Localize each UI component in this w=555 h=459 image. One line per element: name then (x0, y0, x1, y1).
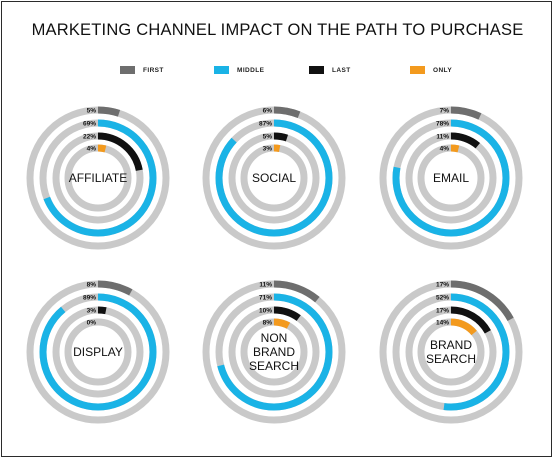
value-label-first: 11% (259, 282, 272, 289)
value-label-last: 3% (87, 308, 97, 315)
ring-arc-last (228, 132, 320, 224)
value-label-only: 4% (87, 146, 97, 153)
ring-arc-middle (215, 293, 333, 411)
ring-arc-only (240, 144, 308, 212)
value-label-last: 17% (436, 308, 449, 315)
ring-arc-only (240, 318, 308, 386)
ring-arc-last (52, 306, 144, 398)
ring-arc-first (379, 106, 523, 250)
channel-name: AFFILIATE (69, 171, 127, 185)
value-label-middle: 89% (83, 295, 96, 302)
value-label-first: 8% (87, 282, 97, 289)
value-label-only: 14% (436, 320, 449, 327)
ring-arc-middle (39, 119, 157, 237)
value-label-last: 10% (259, 308, 272, 315)
radial-chart-non-brand-search: 11% 71% 10% 8% NON BRAND SEARCH (202, 280, 346, 424)
chart-title: MARKETING CHANNEL IMPACT ON THE PATH TO … (31, 21, 524, 39)
channel-name: SOCIAL (252, 171, 296, 185)
radial-chart-email: 7% 78% 11% 4% EMAIL (379, 106, 523, 250)
ring-track-only (64, 318, 132, 386)
ring-arc-first (379, 280, 523, 424)
value-label-middle: 52% (436, 295, 449, 302)
value-label-middle: 69% (83, 121, 96, 128)
value-label-middle: 87% (259, 121, 272, 128)
ring-arc-last (228, 306, 320, 398)
channel-name: EMAIL (433, 171, 469, 185)
ring-arc-middle (39, 293, 157, 411)
value-label-only: 0% (87, 320, 97, 327)
value-label-last: 22% (83, 134, 96, 141)
value-label-only: 4% (440, 146, 450, 153)
value-label-first: 7% (440, 108, 450, 115)
value-label-middle: 78% (436, 121, 449, 128)
value-label-middle: 71% (259, 295, 272, 302)
ring-arc-only (417, 144, 485, 212)
ring-arc-last (405, 132, 497, 224)
radial-chart-affiliate: 5% 69% 22% 4% AFFILIATE (26, 106, 170, 250)
channel-name: DISPLAY (73, 345, 123, 359)
ring-arc-first (26, 280, 170, 424)
ring-arc-middle (215, 119, 333, 237)
value-label-first: 6% (263, 108, 273, 115)
ring-arc-last (405, 306, 497, 398)
channel-name: NON BRAND SEARCH (249, 331, 299, 373)
radial-chart-brand-search: 17% 52% 17% 14% BRAND SEARCH (379, 280, 523, 424)
value-label-first: 17% (436, 282, 449, 289)
value-label-only: 8% (263, 320, 273, 327)
channel-name: BRAND SEARCH (426, 338, 476, 366)
value-label-last: 5% (263, 134, 273, 141)
ring-arc-only (417, 318, 485, 386)
radial-chart-social: 6% 87% 5% 3% SOCIAL (202, 106, 346, 250)
value-label-first: 5% (87, 108, 97, 115)
radial-chart-display: 8% 89% 3% 0% DISPLAY (26, 280, 170, 424)
ring-arc-only (64, 144, 132, 212)
ring-arc-first (202, 280, 346, 424)
ring-arc-first (202, 106, 346, 250)
ring-arc-last (52, 132, 144, 224)
value-label-only: 3% (263, 146, 273, 153)
value-label-last: 11% (436, 134, 449, 141)
ring-arc-first (26, 106, 170, 250)
ring-arc-middle (392, 293, 510, 411)
ring-arc-middle (392, 119, 510, 237)
